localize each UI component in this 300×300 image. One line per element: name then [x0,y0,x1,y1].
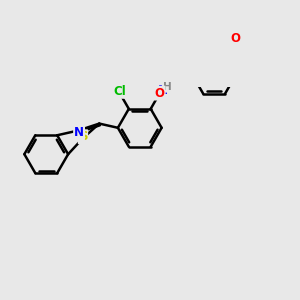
Text: N: N [158,84,168,97]
Text: O: O [155,87,165,100]
Text: Cl: Cl [113,85,126,98]
Text: O: O [230,32,240,45]
Text: H: H [163,82,172,92]
Text: S: S [79,130,87,143]
Text: N: N [74,126,84,139]
